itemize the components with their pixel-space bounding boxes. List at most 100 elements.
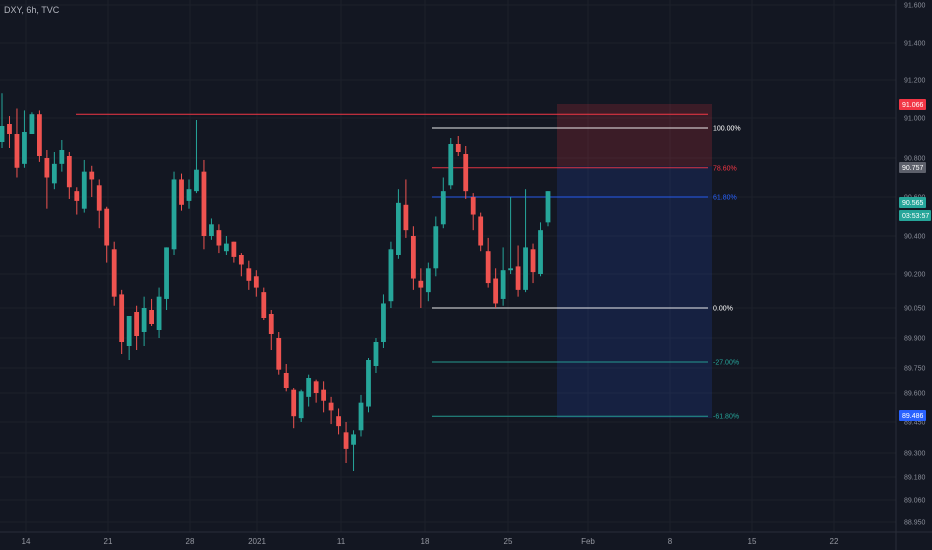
price-axis-label: 90.200 [904, 272, 926, 279]
drawing-lines [76, 113, 708, 417]
price-axis: 91.60091.40091.20091.00090.80090.60090.4… [904, 3, 926, 527]
time-axis-label: 8 [668, 537, 673, 546]
time-axis-label: 2021 [248, 537, 266, 546]
price-tags: 91.066 90.757 90.565 03:53:57 89.486 [899, 99, 931, 421]
time-axis-label: 21 [104, 537, 113, 546]
fib-level-label: -27.00% [713, 360, 739, 367]
candle-body [149, 310, 154, 324]
time-axis-label: 25 [504, 537, 513, 546]
fib-level-label: 78.60% [713, 165, 737, 172]
candle-body [111, 249, 117, 297]
candle-body [141, 308, 147, 332]
time-axis-label: 22 [830, 537, 839, 546]
price-tag-label: 89.486 [902, 413, 924, 420]
fib-level-label: 61.80% [713, 195, 737, 202]
candle-body [306, 378, 312, 397]
price-axis-label: 89.060 [904, 498, 926, 505]
time-axis-label: 28 [186, 537, 195, 546]
candle-body [186, 189, 192, 201]
candle-body [261, 292, 267, 318]
candle-body [381, 303, 386, 342]
price-tag-label: 03:53:57 [902, 213, 929, 220]
candle-body [425, 268, 431, 293]
candle-body [358, 402, 364, 431]
candle-body [156, 296, 162, 330]
price-axis-label: 90.800 [904, 156, 926, 163]
fib-level-label: 0.00% [713, 306, 733, 313]
candle-body [403, 204, 409, 231]
candle-body [66, 156, 72, 188]
candle-body [321, 389, 327, 401]
time-axis-label: 15 [748, 537, 757, 546]
candle-body [373, 342, 379, 366]
candle-body [51, 163, 57, 184]
price-axis-label: 89.900 [904, 336, 926, 343]
candle-body [463, 154, 469, 192]
candle-body [194, 169, 199, 192]
fib-level-label: -61.80% [713, 414, 739, 421]
candle-body [448, 144, 454, 186]
candle-body [231, 241, 237, 257]
candle-body [81, 171, 87, 209]
candle-body [440, 191, 446, 225]
candle-body [201, 171, 207, 236]
price-axis-label: 89.180 [904, 475, 926, 482]
price-tag-box [899, 162, 926, 173]
time-axis: 14 21 28 2021 11 18 25 Feb 8 15 22 [22, 537, 839, 546]
position-zones [557, 104, 712, 419]
candle-body [59, 150, 65, 164]
price-tag-label: 91.066 [902, 102, 924, 109]
candle-body [388, 249, 394, 302]
candle-body [164, 247, 169, 299]
candle-body [7, 124, 12, 134]
price-axis-label: 91.600 [904, 3, 926, 10]
price-axis-label: 89.750 [904, 366, 926, 373]
price-tag-label: 90.757 [902, 165, 924, 172]
price-axis-label: 89.300 [904, 451, 926, 458]
price-tag-box [899, 410, 926, 421]
price-tag-box [899, 197, 926, 208]
candle-body [209, 224, 214, 236]
candle-body [313, 381, 319, 393]
candle-body [246, 268, 252, 281]
candle-body [538, 230, 543, 274]
candle-body [530, 249, 536, 273]
candle-body [126, 316, 132, 346]
symbol-label: DXY, 6h, TVC [4, 5, 60, 15]
fib-level-label: 100.00% [713, 126, 741, 133]
price-axis-label: 88.950 [904, 520, 926, 527]
candle-body [336, 416, 341, 427]
candle-body [238, 255, 244, 265]
time-axis-label: Feb [581, 537, 595, 546]
candle-body [298, 391, 304, 419]
candle-body [14, 134, 20, 168]
candle-body [268, 314, 274, 334]
candle-body [493, 278, 499, 304]
candle-body [515, 266, 521, 290]
candle-body [36, 114, 42, 156]
candle-body [351, 434, 356, 445]
chart-grid [0, 0, 896, 532]
candle-body [410, 236, 416, 279]
candle-body [223, 243, 229, 252]
time-axis-label: 18 [421, 537, 430, 546]
price-axis-label: 91.000 [904, 116, 926, 123]
candle-body [291, 389, 297, 417]
candle-body [545, 191, 551, 223]
price-tag-box [899, 210, 931, 221]
candle-body [96, 185, 102, 211]
candle-body [523, 247, 528, 290]
candle-body [253, 276, 259, 288]
candle-body [119, 294, 125, 342]
candle-body [134, 312, 140, 336]
candle-body [418, 280, 424, 288]
price-axis-label: 89.450 [904, 420, 926, 427]
candle-body [74, 191, 80, 201]
candle-body [508, 268, 514, 271]
candle-body [179, 179, 184, 205]
candle-body [283, 373, 289, 388]
candle-body [276, 338, 282, 370]
time-axis-label: 11 [337, 537, 346, 546]
candle-body [455, 144, 461, 152]
